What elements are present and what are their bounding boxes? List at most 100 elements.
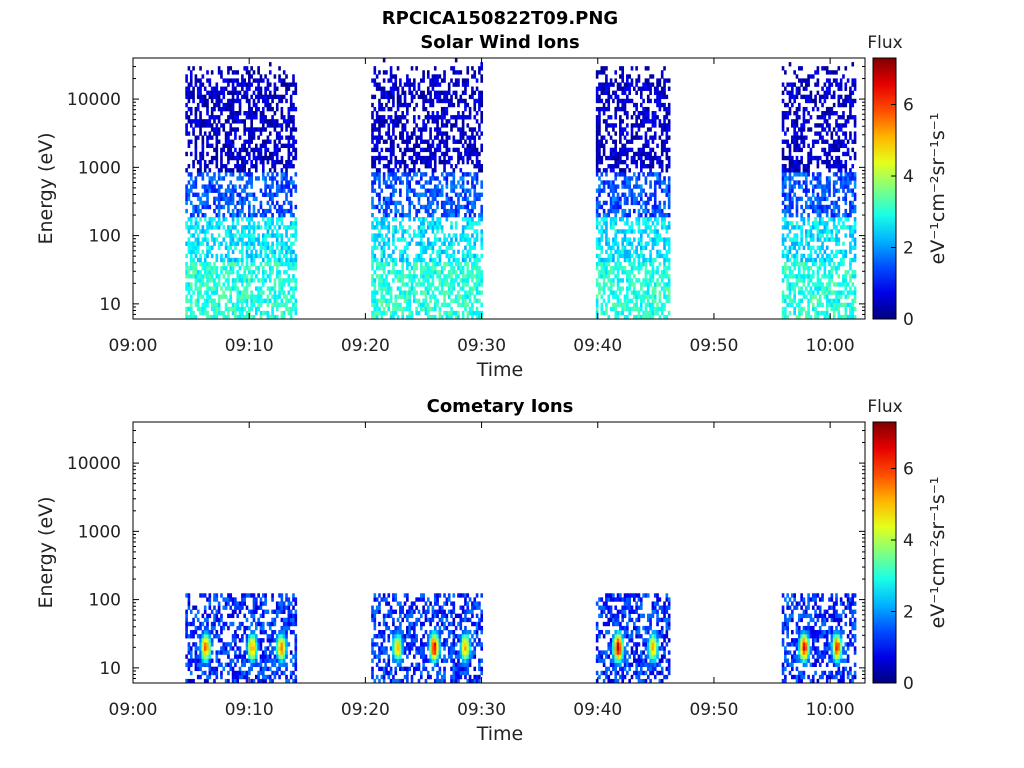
data-cell-burst-1 — [236, 192, 240, 197]
data-cell-burst-1 — [280, 212, 284, 218]
data-cell-burst-2 — [429, 98, 432, 104]
data-cell-burst-2 — [466, 314, 470, 320]
data-cell-burst-2 — [464, 253, 467, 259]
data-cell-burst-1 — [271, 241, 274, 246]
data-cell-burst-1 — [189, 257, 193, 263]
data-cell-burst-1 — [224, 233, 228, 238]
data-cell-burst-1 — [275, 241, 279, 246]
data-cell-burst-1 — [245, 257, 249, 263]
data-cell-burst-1 — [294, 233, 298, 238]
data-cell-burst-2 — [401, 131, 405, 136]
data-cell-burst-2 — [382, 119, 386, 124]
data-cell-burst-1 — [248, 270, 251, 275]
data-cell-burst-3 — [663, 306, 666, 312]
data-cell-burst-3 — [616, 245, 620, 250]
data-cell-burst-2 — [389, 200, 393, 206]
data-cell-burst-1 — [210, 90, 214, 96]
data-cell-burst-2 — [436, 98, 439, 104]
data-cell-burst-3 — [628, 253, 631, 259]
data-cell-burst-4 — [784, 298, 787, 303]
data-cell-burst-2 — [373, 70, 377, 75]
data-cell-burst-4 — [807, 168, 810, 173]
data-cell-burst-1 — [268, 151, 272, 157]
data-cell-burst-1 — [234, 184, 237, 189]
data-cell-burst-3 — [660, 310, 664, 316]
data-cell-burst-1 — [192, 98, 195, 104]
data-cell-burst-4 — [791, 253, 794, 259]
data-cell-burst-2 — [480, 90, 484, 96]
data-cell-burst-3 — [649, 274, 652, 279]
data-cell-burst-3 — [633, 265, 636, 271]
data-cell-burst-2 — [422, 94, 425, 100]
data-cell-burst-2 — [436, 237, 439, 242]
data-cell-burst-2 — [452, 82, 456, 87]
data-cell-burst-2 — [450, 290, 453, 295]
data-cell-burst-1 — [275, 245, 279, 250]
data-cell-burst-2 — [440, 111, 444, 116]
data-cell-burst-2 — [452, 286, 456, 291]
data-cell-burst-3 — [598, 286, 601, 291]
data-cell-burst-1 — [222, 290, 226, 295]
data-cell-burst-1 — [257, 70, 260, 75]
data-cell-burst-1 — [255, 78, 258, 83]
data-cell-burst-3 — [600, 286, 604, 291]
data-cell-burst-3 — [614, 147, 618, 153]
data-cell-burst-2 — [478, 196, 481, 202]
data-cell-burst-1 — [192, 225, 195, 230]
data-cell-burst-1 — [289, 119, 293, 124]
data-cell-burst-3 — [626, 237, 629, 242]
data-cell-burst-1 — [201, 176, 205, 181]
data-cell-burst-2 — [461, 196, 465, 202]
data-cell-burst-3 — [626, 98, 629, 104]
data-cell-burst-3 — [623, 270, 627, 275]
data-cell-burst-2 — [424, 306, 428, 312]
data-cell-burst-3 — [639, 196, 643, 202]
data-cell-burst-4 — [798, 86, 801, 91]
data-cell-burst-1 — [224, 139, 228, 144]
data-cell-burst-2 — [443, 233, 446, 238]
data-cell-burst-3 — [595, 298, 599, 303]
data-cell-burst-1 — [273, 123, 277, 128]
data-cell-burst-1 — [257, 208, 260, 214]
data-cell-burst-1 — [294, 282, 298, 287]
data-cell-burst-3 — [616, 106, 620, 112]
data-cell-burst-1 — [257, 265, 260, 271]
data-cell-burst-1 — [285, 98, 288, 104]
data-cell-burst-1 — [271, 200, 274, 206]
data-cell-burst-1 — [187, 217, 191, 222]
data-cell-burst-1 — [259, 294, 263, 299]
data-cell-burst-2 — [452, 233, 456, 238]
data-cell-burst-1 — [268, 155, 272, 161]
data-cell-burst-3 — [600, 229, 604, 234]
data-cell-burst-2 — [440, 135, 444, 140]
data-cell-burst-4 — [804, 86, 808, 91]
data-cell-burst-1 — [266, 241, 270, 246]
data-cell-burst-2 — [387, 78, 391, 83]
data-cell-burst-2 — [443, 123, 446, 128]
data-cell-burst-4 — [804, 78, 808, 83]
data-cell-burst-1 — [192, 208, 195, 214]
data-cell-burst-1 — [278, 302, 281, 308]
data-cell-burst-1 — [187, 196, 191, 202]
data-cell-burst-3 — [646, 225, 650, 230]
data-cell-burst-2 — [447, 310, 451, 316]
data-cell-burst-1 — [261, 78, 265, 83]
data-cell-burst-3 — [663, 237, 666, 242]
data-cell-burst-2 — [396, 86, 400, 91]
data-cell-burst-3 — [616, 155, 620, 161]
data-cell-burst-3 — [595, 147, 599, 153]
data-cell-burst-1 — [229, 225, 233, 230]
data-cell-burst-1 — [196, 212, 200, 218]
data-cell-burst-4 — [807, 143, 810, 149]
data-cell-burst-3 — [628, 212, 631, 218]
data-cell-burst-2 — [375, 274, 379, 279]
data-cell-burst-2 — [406, 229, 409, 234]
data-cell-burst-2 — [475, 155, 479, 161]
data-cell-burst-1 — [273, 294, 277, 299]
data-cell-burst-3 — [653, 180, 657, 185]
data-cell-burst-1 — [250, 270, 253, 275]
data-cell-burst-3 — [633, 282, 636, 287]
data-cell-burst-1 — [259, 261, 263, 267]
data-cell-burst-1 — [222, 217, 226, 222]
data-cell-burst-2 — [422, 78, 425, 83]
